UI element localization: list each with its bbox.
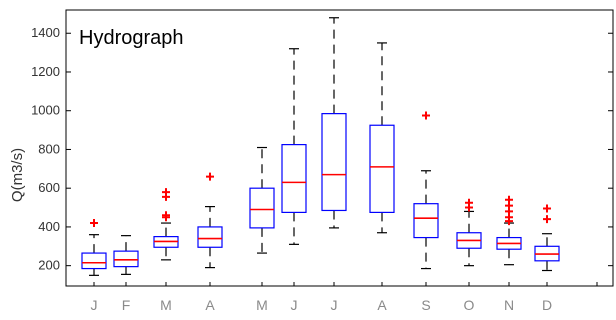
outlier-marker (162, 188, 170, 197)
x-tick-label: F (122, 297, 131, 313)
x-tick-label: J (291, 297, 298, 313)
x-tick-label: J (331, 297, 338, 313)
outlier-marker (465, 198, 473, 207)
box-group (81, 219, 107, 276)
y-tick-label: 1000 (31, 103, 60, 118)
box-group (321, 17, 347, 229)
box-group (197, 172, 223, 269)
y-tick-label: 1200 (31, 64, 60, 79)
box-body (413, 203, 439, 239)
box-body (369, 124, 395, 214)
box-group (456, 198, 482, 267)
x-tick-label: D (542, 297, 552, 313)
box-body (281, 144, 307, 213)
box-group (113, 235, 139, 275)
y-tick-label: 1400 (31, 25, 60, 40)
x-tick-label: A (377, 297, 387, 313)
x-tick-label: J (91, 297, 98, 313)
x-tick-label: M (160, 297, 172, 313)
y-tick-label: 200 (38, 258, 60, 273)
x-tick-label: N (504, 297, 514, 313)
outlier-marker (90, 219, 98, 228)
outlier-marker (206, 172, 214, 181)
boxes-layer (81, 17, 560, 276)
chart-title: Hydrograph (79, 27, 184, 49)
box-body (249, 187, 275, 229)
axes-layer: 200 400 600 800 1000 1200 1400 J F M A M J J A S O N D (31, 9, 614, 313)
plot-frame (65, 9, 614, 287)
x-tick-label: S (421, 297, 430, 313)
outlier-marker (162, 211, 170, 220)
y-tick-label: 800 (38, 141, 60, 156)
box-group (153, 188, 179, 261)
box-body (321, 113, 347, 212)
y-tick-label: 600 (38, 180, 60, 195)
outlier-marker (422, 111, 430, 120)
x-tick-label: A (205, 297, 215, 313)
box-group (534, 204, 560, 272)
y-tick-label: 400 (38, 219, 60, 234)
box-body (197, 226, 223, 248)
box-group (496, 195, 522, 266)
box-group (249, 146, 275, 254)
x-tick-label: O (464, 297, 475, 313)
x-tick-label: M (256, 297, 268, 313)
y-axis-label: Q(m3/s) (9, 148, 26, 202)
box-group (369, 42, 395, 234)
outlier-marker (543, 215, 551, 224)
box-group (281, 48, 307, 245)
box-body (81, 252, 107, 270)
box-body (113, 250, 139, 268)
outlier-marker (543, 204, 551, 213)
outlier-marker (505, 195, 513, 204)
box-group (413, 111, 439, 270)
